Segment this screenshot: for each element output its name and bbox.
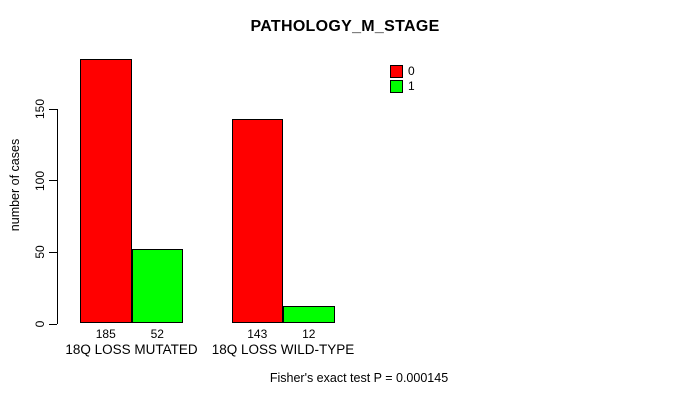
bar-0-18q-loss-mutated [80, 58, 132, 324]
bar-0-18q-loss-wild-type [231, 118, 283, 324]
category-label: 18Q LOSS MUTATED [65, 342, 198, 357]
legend-row: 0 [390, 64, 415, 79]
y-axis-tick [49, 108, 57, 110]
bar-value-label: 185 [95, 327, 116, 341]
y-axis-tick-label: 150 [33, 99, 47, 120]
bar-1-18q-loss-mutated [131, 249, 183, 324]
bar-value-label: 12 [302, 327, 316, 341]
bar-value-label: 52 [150, 327, 164, 341]
chart-title: PATHOLOGY_M_STAGE [250, 18, 440, 35]
legend-swatch-1 [390, 80, 403, 93]
y-axis-line [57, 108, 58, 325]
legend-label: 0 [408, 64, 415, 78]
y-axis-tick-label: 100 [33, 170, 47, 191]
legend-label: 1 [408, 79, 415, 93]
y-axis-tick-label: 50 [33, 245, 47, 260]
y-axis-tick-label: 0 [33, 320, 47, 328]
category-label: 18Q LOSS WILD-TYPE [211, 342, 355, 357]
y-axis-tick [49, 323, 57, 325]
y-axis-tick [49, 251, 57, 253]
legend-row: 1 [390, 79, 415, 94]
y-axis-label: number of cases [8, 138, 22, 232]
legend-swatch-0 [390, 65, 403, 78]
stats-annotation: Fisher's exact test P = 0.000145 [269, 371, 449, 385]
bar-1-18q-loss-wild-type [283, 306, 335, 324]
y-axis-tick [49, 180, 57, 182]
bar-value-label: 143 [247, 327, 268, 341]
